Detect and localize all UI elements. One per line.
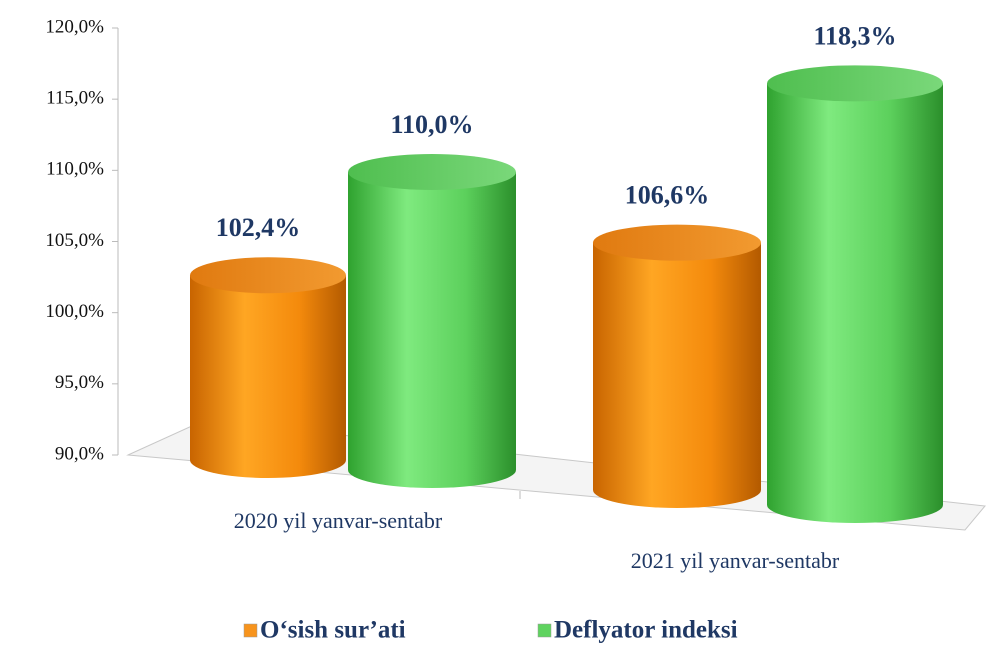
- cylinder-body: [348, 172, 516, 488]
- cylinder-top: [190, 257, 346, 294]
- x-tick-label: 2020 yil yanvar-sentabr: [234, 508, 443, 533]
- value-label: 102,4%: [216, 213, 301, 242]
- y-tick-label: 115,0%: [46, 88, 104, 109]
- cylinder-body: [593, 242, 761, 508]
- value-label: 110,0%: [390, 110, 473, 139]
- value-label: 118,3%: [813, 21, 896, 50]
- legend-swatch: [537, 623, 552, 638]
- value-label: 106,6%: [625, 181, 710, 210]
- cylinder-top: [767, 65, 943, 102]
- y-tick-label: 100,0%: [45, 301, 104, 322]
- legend-label: Deflyator indeksi: [554, 617, 738, 644]
- bar: [767, 65, 943, 523]
- bar: [190, 257, 346, 478]
- y-tick-label: 105,0%: [45, 230, 104, 251]
- x-tick-label: 2021 yil yanvar-sentabr: [631, 548, 840, 573]
- bar: [593, 224, 761, 508]
- cylinder-body: [190, 275, 346, 478]
- y-tick-label: 95,0%: [55, 372, 104, 393]
- legend-label: O‘sish sur’ati: [260, 617, 406, 644]
- cylinder-top: [348, 154, 516, 190]
- y-tick-label: 120,0%: [45, 16, 104, 37]
- cylinder-top: [593, 224, 761, 261]
- cylinder-body: [767, 83, 943, 523]
- y-tick-label: 90,0%: [55, 443, 104, 464]
- bar: [348, 154, 516, 488]
- legend-swatch: [243, 623, 258, 638]
- y-tick-label: 110,0%: [46, 159, 104, 180]
